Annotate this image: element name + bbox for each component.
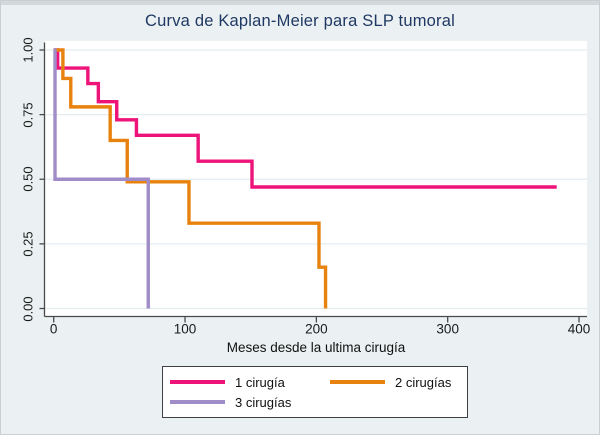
gridlines — [45, 49, 587, 310]
window-top-edge — [1, 1, 599, 5]
curve-1-cirugía — [53, 48, 557, 189]
x-axis-title: Meses desde la ultima cirugía — [226, 340, 406, 355]
chart-title: Curva de Kaplan-Meier para SLP tumoral — [145, 12, 455, 30]
legend-item-1-cirugía: 1 cirugía — [170, 375, 330, 390]
curve-2-cirugías — [53, 48, 328, 309]
legend: 1 cirugía 2 cirugías 3 cirugías — [162, 366, 468, 418]
legend-label: 2 cirugías — [395, 374, 452, 390]
legend-item-3-cirugías: 3 cirugías — [170, 395, 330, 410]
curve-3-cirugías — [53, 48, 150, 309]
legend-line-sample — [170, 380, 225, 384]
legend-line-sample — [330, 380, 385, 384]
axes — [39, 42, 587, 323]
legend-line-sample — [170, 400, 225, 404]
legend-label: 1 cirugía — [235, 374, 285, 390]
survival-curves — [53, 48, 557, 309]
legend-label: 3 cirugías — [235, 394, 292, 410]
legend-item-2-cirugías: 2 cirugías — [330, 375, 467, 390]
